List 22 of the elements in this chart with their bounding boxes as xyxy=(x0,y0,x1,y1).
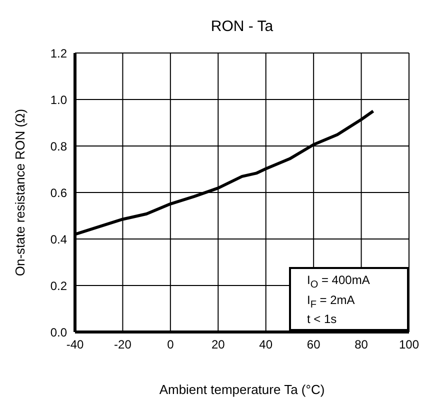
y-tick-label: 1.2 xyxy=(50,46,68,60)
y-tick-label: 0.2 xyxy=(50,278,68,293)
x-tick-label: 20 xyxy=(211,338,226,352)
annotation: I$_{F}$ = 2mA xyxy=(307,292,356,312)
y-tick-label: 0.6 xyxy=(50,186,68,200)
x-tick-label: 80 xyxy=(354,338,368,352)
x-tick-label: 100 xyxy=(398,338,420,352)
x-tick-label: -40 xyxy=(66,338,84,352)
text: 0.0 xyxy=(50,325,67,340)
x-axis-title: Ambient temperature Ta (°C) xyxy=(159,382,325,397)
text: 1.0 xyxy=(50,92,67,107)
y-axis-title: On-state resistance RON (Ω) xyxy=(12,108,28,276)
chart-title: RON - Ta xyxy=(210,18,274,35)
x-tick-label: 40 xyxy=(259,338,273,352)
x-tick-label: -20 xyxy=(114,338,132,352)
x-tick-label: 0 xyxy=(167,338,174,352)
y-tick-label: 0.4 xyxy=(50,232,68,246)
note-box: I$_{O}$ = 400mA I$_{F}$ = 2mA t < 1s xyxy=(289,267,409,331)
x-tick-label: 60 xyxy=(306,338,321,352)
y-tick-label: 0.8 xyxy=(50,139,68,154)
annotation: I$_{O}$ = 400mA xyxy=(307,273,371,293)
annotation: t < 1s xyxy=(307,312,338,327)
